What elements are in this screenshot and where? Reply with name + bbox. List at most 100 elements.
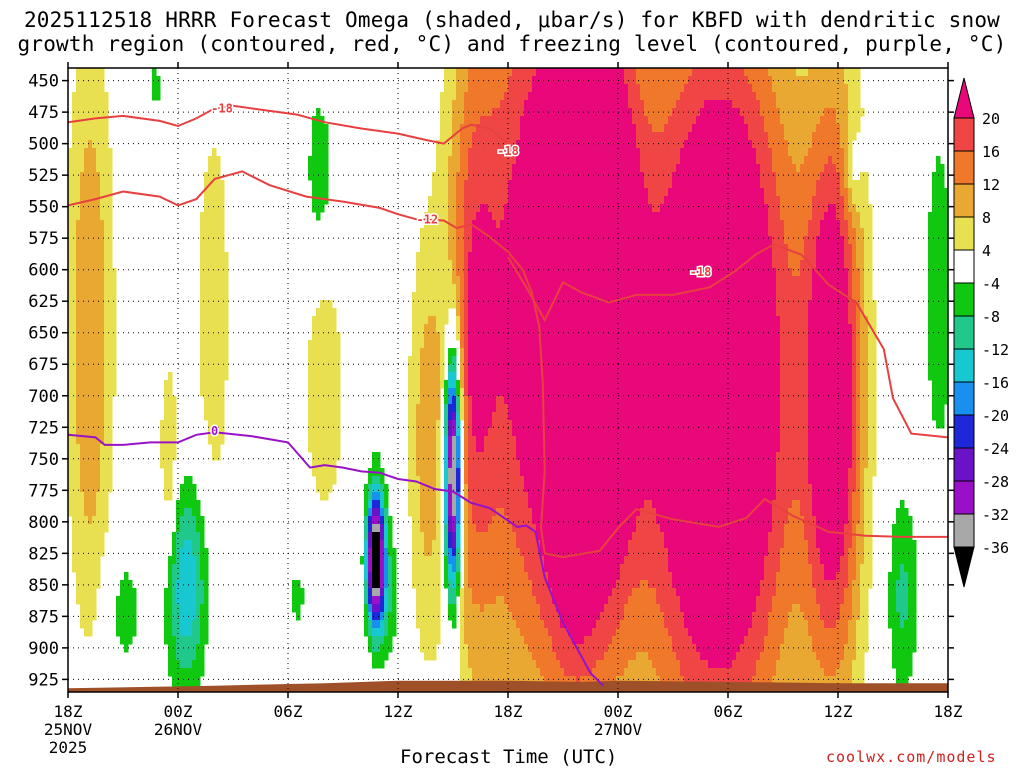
omega-cell: [600, 244, 605, 253]
omega-cell: [104, 92, 109, 101]
omega-cell: [668, 180, 673, 189]
omega-cell: [820, 212, 825, 221]
omega-cell: [812, 236, 817, 245]
omega-cell: [844, 308, 849, 317]
omega-cell: [864, 180, 869, 189]
omega-cell: [472, 132, 477, 141]
omega-cell: [664, 180, 669, 189]
omega-cell: [800, 212, 805, 221]
omega-cell: [540, 300, 545, 309]
omega-cell: [496, 332, 501, 341]
omega-cell: [844, 68, 849, 77]
omega-cell: [480, 276, 485, 285]
omega-cell: [524, 220, 529, 229]
omega-cell: [492, 124, 497, 133]
omega-cell: [608, 116, 613, 125]
omega-cell: [824, 316, 829, 325]
omega-cell: [728, 100, 733, 109]
omega-cell: [540, 220, 545, 229]
omega-cell: [836, 212, 841, 221]
omega-cell: [488, 156, 493, 165]
omega-cell: [800, 172, 805, 181]
omega-cell: [696, 212, 701, 221]
omega-cell: [568, 340, 573, 349]
omega-cell: [840, 196, 845, 205]
omega-cell: [76, 284, 81, 293]
omega-cell: [320, 308, 325, 317]
omega-cell: [472, 148, 477, 157]
omega-cell: [716, 284, 721, 293]
omega-cell: [852, 116, 857, 125]
omega-cell: [760, 148, 765, 157]
omega-cell: [756, 292, 761, 301]
omega-cell: [508, 348, 513, 357]
omega-cell: [688, 316, 693, 325]
omega-cell: [628, 308, 633, 317]
omega-cell: [480, 300, 485, 309]
omega-cell: [500, 308, 505, 317]
omega-cell: [204, 292, 209, 301]
omega-cell: [96, 180, 101, 189]
omega-cell: [856, 84, 861, 93]
omega-cell: [480, 116, 485, 125]
omega-cell: [776, 92, 781, 101]
omega-cell: [932, 276, 937, 285]
omega-cell: [492, 252, 497, 261]
omega-cell: [716, 252, 721, 261]
omega-cell: [756, 364, 761, 373]
omega-cell: [468, 364, 473, 373]
omega-cell: [596, 252, 601, 261]
omega-cell: [808, 76, 813, 85]
omega-cell: [572, 164, 577, 173]
omega-cell: [460, 140, 465, 149]
omega-cell: [692, 332, 697, 341]
omega-cell: [628, 340, 633, 349]
omega-cell: [700, 84, 705, 93]
omega-cell: [96, 92, 101, 101]
omega-cell: [464, 124, 469, 133]
omega-cell: [704, 84, 709, 93]
omega-cell: [676, 284, 681, 293]
omega-cell: [600, 268, 605, 277]
omega-cell: [544, 332, 549, 341]
omega-cell: [516, 212, 521, 221]
omega-cell: [752, 124, 757, 133]
omega-cell: [492, 284, 497, 293]
omega-cell: [640, 300, 645, 309]
omega-cell: [872, 348, 877, 357]
omega-cell: [504, 348, 509, 357]
omega-cell: [508, 332, 513, 341]
omega-cell: [544, 204, 549, 213]
omega-cell: [624, 316, 629, 325]
omega-cell: [576, 316, 581, 325]
omega-cell: [944, 244, 949, 253]
omega-cell: [520, 132, 525, 141]
omega-cell: [488, 196, 493, 205]
omega-cell: [740, 348, 745, 357]
omega-cell: [100, 196, 105, 205]
omega-cell: [672, 140, 677, 149]
omega-cell: [324, 308, 329, 317]
omega-cell: [436, 212, 441, 221]
omega-cell: [768, 356, 773, 365]
omega-cell: [768, 164, 773, 173]
omega-cell: [556, 84, 561, 93]
omega-cell: [68, 220, 73, 229]
omega-cell: [96, 220, 101, 229]
omega-cell: [772, 340, 777, 349]
omega-cell: [600, 300, 605, 309]
omega-cell: [716, 164, 721, 173]
omega-cell: [204, 300, 209, 309]
omega-cell: [592, 156, 597, 165]
omega-cell: [620, 276, 625, 285]
omega-cell: [944, 324, 949, 333]
omega-cell: [648, 324, 653, 333]
omega-cell: [468, 340, 473, 349]
omega-cell: [332, 356, 337, 365]
omega-cell: [576, 292, 581, 301]
omega-cell: [716, 204, 721, 213]
omega-cell: [620, 100, 625, 109]
omega-cell: [504, 252, 509, 261]
omega-cell: [476, 116, 481, 125]
omega-cell: [676, 116, 681, 125]
